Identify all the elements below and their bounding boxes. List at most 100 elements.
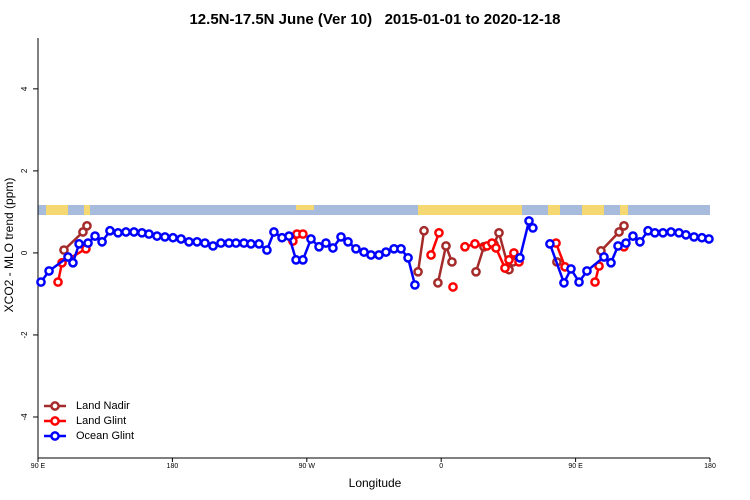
legend-label: Ocean Glint (76, 430, 134, 442)
data-point (254, 239, 264, 249)
data-point (628, 231, 638, 241)
data-point (528, 223, 538, 233)
data-point (434, 227, 444, 238)
x-axis-label: Longitude (349, 476, 402, 490)
x-tick-label: 0 (439, 463, 443, 470)
data-point (129, 227, 139, 237)
data-point (105, 225, 115, 236)
data-point (152, 231, 162, 241)
data-point (635, 236, 645, 247)
data-point (90, 231, 100, 241)
data-point (74, 239, 84, 249)
data-point (321, 238, 331, 248)
data-point (566, 264, 576, 274)
data-point (494, 227, 504, 238)
data-point (208, 241, 218, 251)
data-point (192, 236, 202, 247)
data-point (82, 221, 92, 231)
data-point (621, 238, 631, 248)
x-tick-label: 90 W (299, 463, 316, 470)
data-point (666, 227, 676, 237)
data-point (351, 243, 361, 254)
data-point (413, 266, 423, 277)
data-point (545, 239, 555, 249)
data-point (298, 255, 308, 265)
data-point (504, 255, 514, 265)
x-tick-label: 90 E (31, 463, 46, 470)
data-point (246, 239, 256, 249)
data-point (168, 232, 178, 243)
data-point (200, 238, 210, 248)
data-point (433, 278, 443, 288)
data-point (509, 248, 519, 258)
data-point (704, 234, 714, 244)
data-point (298, 229, 308, 239)
data-point (176, 234, 186, 244)
land-mask-strip (38, 205, 710, 215)
x-tick-label: 90 E (568, 463, 583, 470)
data-point (681, 230, 691, 240)
data-point (441, 241, 451, 251)
data-point (460, 241, 470, 252)
data-point (590, 277, 600, 287)
data-point (44, 266, 54, 276)
legend-marker (50, 416, 60, 426)
y-tick-label: -2 (20, 331, 29, 339)
data-point (83, 238, 93, 248)
data-point (613, 241, 623, 251)
y-tick-label: 4 (20, 86, 29, 91)
data-point (689, 232, 699, 242)
data-point (614, 227, 624, 237)
data-point (144, 229, 154, 239)
data-point (574, 277, 584, 287)
data-point (68, 257, 78, 268)
data-point (403, 252, 413, 263)
y-tick-label: 2 (20, 168, 29, 173)
data-point (559, 278, 569, 288)
data-point (113, 227, 123, 238)
data-point (619, 221, 629, 231)
data-point (419, 225, 429, 236)
data-point (381, 247, 391, 257)
data-point (491, 243, 501, 253)
data-point (53, 277, 63, 287)
data-point (515, 252, 525, 263)
data-point (410, 280, 420, 290)
legend-marker (50, 401, 60, 411)
data-point (366, 250, 376, 260)
data-point (160, 232, 170, 242)
data-point (599, 252, 609, 262)
legend-marker (50, 431, 60, 441)
data-point (216, 238, 226, 248)
data-point (470, 239, 480, 249)
data-point (262, 245, 272, 255)
data-point (582, 266, 592, 276)
data-point (63, 252, 73, 262)
data-point (121, 227, 131, 237)
data-point (184, 236, 194, 247)
y-axis-label: XCO2 - MLO trend (ppm) (2, 178, 16, 313)
data-point (471, 266, 481, 277)
data-point (328, 243, 338, 253)
data-point (97, 236, 107, 247)
legend-label: Land Glint (76, 415, 126, 427)
data-point (524, 216, 534, 226)
data-point (396, 243, 406, 254)
data-point (650, 227, 660, 238)
data-point (284, 231, 294, 241)
data-point (36, 277, 46, 287)
data-point (343, 236, 353, 247)
data-point (448, 282, 458, 292)
x-tick-label: 180 (167, 463, 179, 470)
y-tick-label: 0 (20, 250, 29, 255)
legend-label: Land Nadir (76, 400, 130, 412)
y-tick-label: -4 (20, 413, 29, 421)
data-point (606, 257, 616, 268)
data-point (314, 241, 324, 252)
data-point (658, 227, 668, 238)
x-tick-label: 180 (704, 463, 716, 470)
data-point (447, 257, 457, 267)
chart-title: 12.5N-17.5N June (Ver 10) 2015-01-01 to … (189, 11, 560, 28)
data-point (336, 232, 346, 242)
